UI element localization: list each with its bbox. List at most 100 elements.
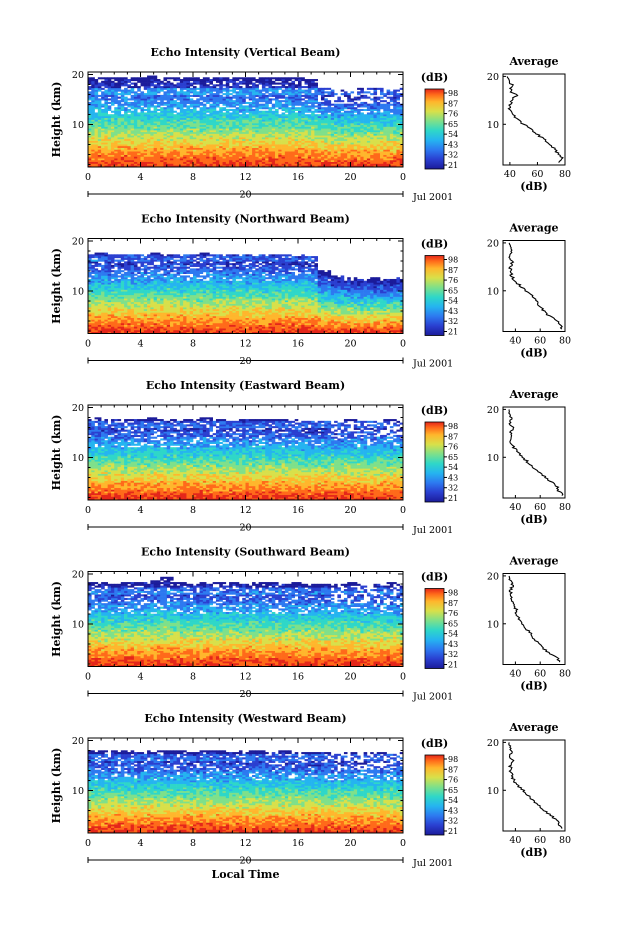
heatmap-cell <box>176 149 181 152</box>
heatmap-cell <box>225 115 230 119</box>
heatmap-cell <box>219 142 223 145</box>
heatmap-cell <box>215 105 220 108</box>
heatmap-cell <box>265 149 269 152</box>
heatmap-cell <box>173 128 177 131</box>
heatmap-cell <box>399 115 404 119</box>
heatmap-cell <box>199 159 204 163</box>
heatmap-cell <box>94 159 99 163</box>
heatmap-cell <box>229 126 233 129</box>
heatmap-cell <box>301 86 305 89</box>
heatmap-cell <box>94 317 99 320</box>
heatmap-cell <box>324 165 328 168</box>
heatmap-cell <box>91 298 95 301</box>
heatmap-cell <box>298 140 302 143</box>
heatmap-cell <box>150 89 154 92</box>
heatmap-cell <box>281 159 286 163</box>
heatmap-cell <box>271 77 276 80</box>
heatmap-cell <box>399 140 404 143</box>
heatmap-cell <box>124 271 128 274</box>
heatmap-cell <box>275 112 279 115</box>
heatmap-cell <box>248 140 253 143</box>
heatmap-cell <box>268 93 273 96</box>
heatmap-cell <box>261 107 266 110</box>
heatmap-cell <box>107 138 112 141</box>
heatmap-cell <box>120 77 125 80</box>
heatmap-cell <box>97 254 102 257</box>
heatmap-cell <box>110 151 115 154</box>
heatmap-cell <box>170 114 174 117</box>
heatmap-cell <box>150 158 154 161</box>
heatmap-cell <box>245 135 250 138</box>
heatmap-cell <box>163 107 168 110</box>
heatmap-cell <box>186 165 191 168</box>
heatmap-cell <box>337 119 341 122</box>
heatmap-cell <box>334 158 338 161</box>
heatmap-cell <box>160 149 164 152</box>
heatmap-cell <box>110 329 115 333</box>
heatmap-cell <box>294 84 299 87</box>
heatmap-cell <box>248 103 253 106</box>
heatmap-cell <box>258 119 263 122</box>
heatmap-cell <box>97 156 102 159</box>
heatmap-cell <box>389 119 394 122</box>
heatmap-cell <box>235 147 240 150</box>
heatmap-cell <box>294 108 299 111</box>
heatmap-cell <box>147 75 151 78</box>
heatmap-cell <box>373 124 378 127</box>
heatmap-cell <box>275 87 279 90</box>
heatmap-cell <box>307 91 312 94</box>
heatmap-cell <box>238 140 243 143</box>
heatmap-cell <box>261 80 266 83</box>
heatmap-cell <box>140 93 145 96</box>
heatmap-cell <box>343 128 348 131</box>
heatmap-cell <box>347 105 351 108</box>
heatmap-cell <box>202 163 207 166</box>
heatmap-cell <box>140 80 145 83</box>
heatmap-cell <box>133 91 138 94</box>
heatmap-cell <box>383 93 387 96</box>
heatmap-cell <box>114 254 118 257</box>
heatmap-cell <box>133 103 138 106</box>
heatmap-cell <box>376 165 381 168</box>
heatmap-cell <box>193 121 197 124</box>
heatmap-cell <box>140 112 145 115</box>
heatmap-cell <box>160 133 164 136</box>
heatmap-cell <box>156 89 161 92</box>
heatmap-cell <box>137 130 141 133</box>
heatmap-cell <box>97 326 102 329</box>
heatmap-cell <box>156 133 161 136</box>
heatmap-cell <box>183 121 187 124</box>
heatmap-cell <box>248 114 253 117</box>
heatmap-cell <box>304 121 309 124</box>
heatmap-cell <box>110 298 115 301</box>
heatmap-cell <box>366 147 371 150</box>
heatmap-cell <box>298 165 302 168</box>
heatmap-cell <box>320 98 325 101</box>
heatmap-cell <box>196 82 200 85</box>
heatmap-cell <box>101 94 105 97</box>
heatmap-cell <box>199 131 204 134</box>
heatmap-cell <box>252 105 256 108</box>
heatmap-cell <box>343 119 348 122</box>
heatmap-cell <box>183 100 187 103</box>
heatmap-cell <box>179 82 184 85</box>
heatmap-cell <box>117 163 122 166</box>
heatmap-cell <box>97 147 102 150</box>
heatmap-cell <box>314 138 318 141</box>
heatmap-cell <box>215 101 220 104</box>
heatmap-cell <box>173 149 177 152</box>
heatmap-cell <box>133 82 138 85</box>
heatmap-cell <box>327 161 332 164</box>
heatmap-cell <box>97 151 102 154</box>
heatmap-cell <box>350 159 355 163</box>
heatmap-cell <box>330 151 335 154</box>
heatmap-cell <box>160 119 164 122</box>
heatmap-cell <box>238 151 243 154</box>
heatmap-cell <box>258 161 263 164</box>
heatmap-cell <box>311 126 315 129</box>
heatmap-cell <box>393 158 397 161</box>
heatmap-cell <box>97 282 102 285</box>
heatmap-cell <box>114 135 118 138</box>
heatmap-cell <box>176 135 181 138</box>
heatmap-cell <box>166 124 171 127</box>
